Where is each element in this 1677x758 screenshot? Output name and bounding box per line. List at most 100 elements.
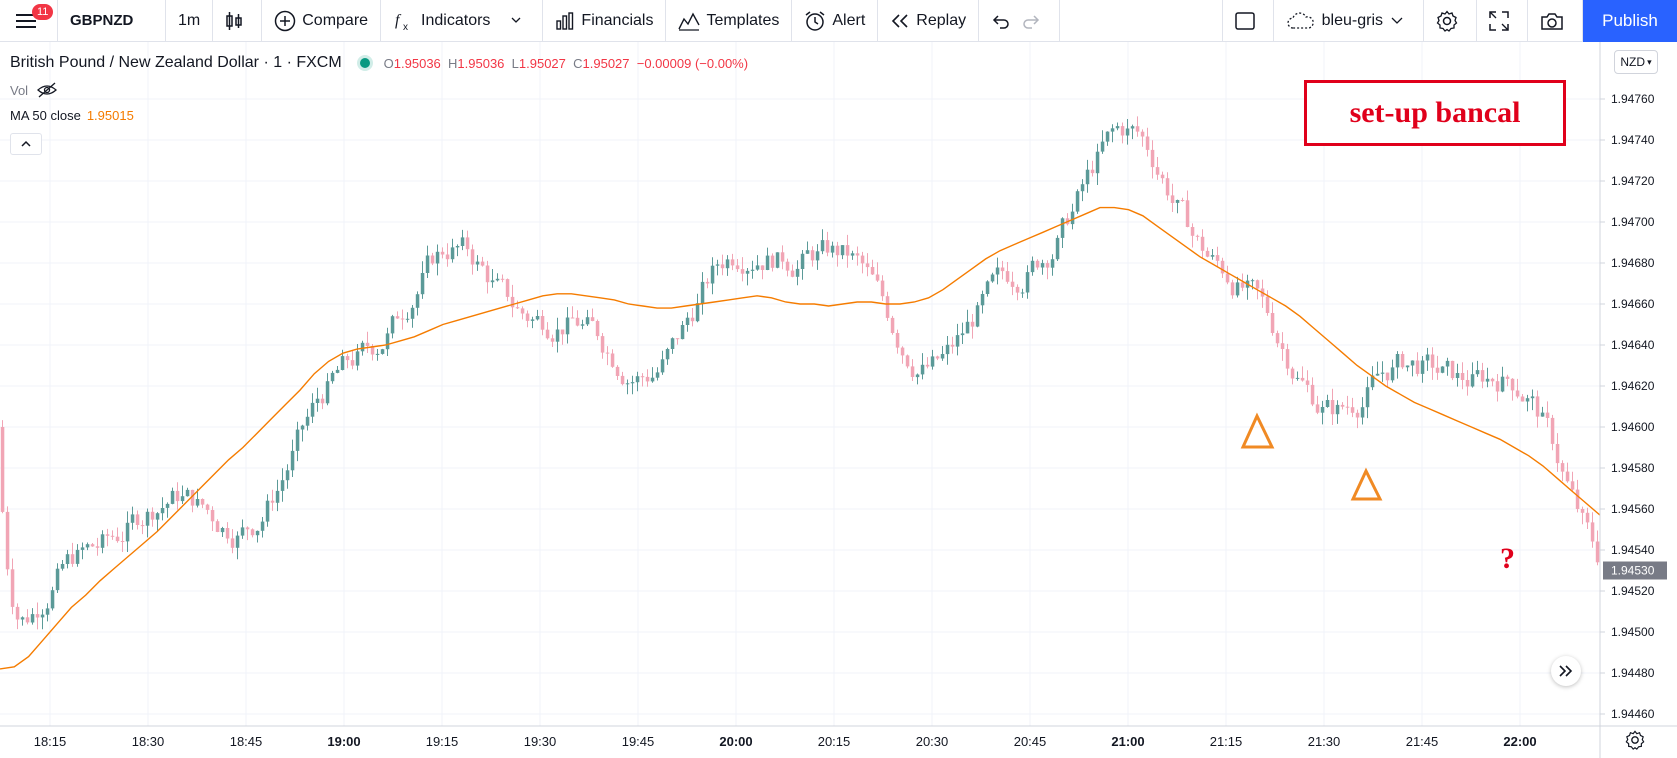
settings-button[interactable] — [1424, 0, 1477, 42]
price-tick-label: 1.94460 — [1611, 707, 1655, 721]
candle-down — [890, 317, 895, 333]
candle-down — [70, 554, 75, 564]
candle-up — [75, 549, 80, 564]
candle-up — [565, 317, 570, 335]
layout-toggle-button[interactable] — [1221, 0, 1274, 42]
symbol-search-button[interactable]: GBPNZD — [58, 0, 166, 42]
fullscreen-icon — [1489, 10, 1509, 31]
candle-up — [1410, 360, 1415, 366]
candle-up — [305, 416, 310, 426]
ma-legend[interactable]: MA 50 close 1.95015 — [10, 108, 134, 123]
candle-down — [1010, 281, 1015, 287]
templates-button[interactable]: Templates — [666, 0, 793, 42]
volume-legend[interactable]: Vol — [10, 82, 58, 98]
candle-up — [155, 513, 160, 520]
financials-label: Financials — [581, 11, 654, 29]
candle-down — [1215, 255, 1220, 261]
symbol-title[interactable]: British Pound / New Zealand Dollar · 1 ·… — [10, 54, 342, 71]
candle-down — [690, 317, 695, 322]
replay-button[interactable]: Replay — [878, 0, 980, 42]
candle-down — [1220, 260, 1225, 274]
chart-type-button[interactable] — [213, 0, 263, 42]
candle-down — [785, 261, 790, 271]
candle-up — [1380, 372, 1385, 374]
candle-up — [1105, 131, 1110, 142]
interval-button[interactable]: 1m — [166, 0, 214, 42]
candle-down — [150, 511, 155, 520]
candle-up — [255, 530, 260, 536]
candle-down — [445, 254, 450, 260]
candle-up — [65, 554, 70, 564]
candle-down — [230, 538, 235, 548]
candle-up — [1370, 375, 1375, 388]
scroll-to-realtime-button[interactable] — [1551, 656, 1581, 686]
candle-up — [985, 281, 990, 294]
candle-up — [180, 496, 185, 502]
question-mark-annotation: ? — [1500, 542, 1515, 575]
candle-up — [1420, 360, 1425, 374]
replay-icon — [892, 13, 908, 28]
currency-select[interactable]: NZD ▾ — [1614, 50, 1658, 74]
candle-up — [830, 245, 835, 253]
candle-up — [820, 240, 825, 252]
alert-button[interactable]: Alert — [792, 0, 879, 42]
snapshot-button[interactable] — [1528, 0, 1583, 42]
candle-down — [1545, 412, 1550, 418]
gear-icon[interactable] — [1625, 730, 1645, 750]
svg-text:x: x — [403, 22, 408, 32]
compare-button[interactable]: Compare — [262, 0, 382, 42]
candle-down — [400, 318, 405, 320]
candle-up — [30, 614, 35, 623]
svg-text:f: f — [395, 12, 402, 29]
fullscreen-button[interactable] — [1477, 0, 1528, 42]
candle-up — [325, 381, 330, 404]
candle-down — [735, 265, 740, 270]
candle-up — [670, 338, 675, 349]
candle-down — [895, 333, 900, 348]
change-value: −0.00009 (−0.00%) — [636, 55, 749, 71]
indicators-label: Indicators — [421, 11, 491, 29]
candle-up — [765, 255, 770, 270]
candle-down — [1495, 381, 1500, 392]
undo-icon[interactable] — [991, 13, 1011, 29]
candle-up — [850, 253, 855, 256]
candle-down — [1480, 370, 1485, 382]
candle-up — [1210, 255, 1215, 257]
candle-up — [355, 351, 360, 366]
candle-down — [520, 308, 525, 314]
layout-name-button[interactable]: bleu-gris — [1274, 0, 1424, 42]
volume-label: Vol — [10, 82, 29, 98]
candle-down — [95, 546, 100, 548]
candle-down — [1160, 174, 1165, 179]
candle-down — [1185, 200, 1190, 227]
time-tick-label: 21:00 — [1111, 734, 1144, 749]
candle-up — [240, 527, 245, 536]
candle-down — [910, 366, 915, 377]
candle-down — [865, 263, 870, 268]
time-tick-label: 19:45 — [622, 734, 655, 749]
eye-off-icon[interactable] — [36, 82, 58, 98]
candle-up — [145, 511, 150, 526]
candle-down — [970, 321, 975, 327]
candle-up — [130, 514, 135, 523]
main-menu-button[interactable]: 11 — [0, 0, 58, 42]
candle-down — [510, 296, 515, 308]
time-axis[interactable]: 18:15 18:30 18:45 19:00 19:15 19:30 19:45 20:00… — [0, 725, 1677, 749]
chevron-up-icon — [21, 140, 31, 147]
candle-down — [600, 336, 605, 353]
candle-up — [495, 278, 500, 281]
candle-down — [1595, 541, 1600, 563]
time-tick-label: 18:15 — [34, 734, 67, 749]
candle-up — [375, 353, 380, 355]
compare-label: Compare — [302, 11, 369, 29]
candle-up — [1360, 407, 1365, 418]
financials-button[interactable]: Financials — [543, 0, 667, 42]
collapse-legend-button[interactable] — [10, 133, 42, 155]
candle-up — [1335, 404, 1340, 415]
publish-button[interactable]: Publish — [1583, 0, 1677, 42]
redo-icon[interactable] — [1021, 13, 1041, 29]
price-axis[interactable]: 1.94760 1.94740 1.94720 1.94700 1.94680 1.946… — [1599, 42, 1667, 758]
chevron-down-icon[interactable] — [494, 15, 524, 27]
